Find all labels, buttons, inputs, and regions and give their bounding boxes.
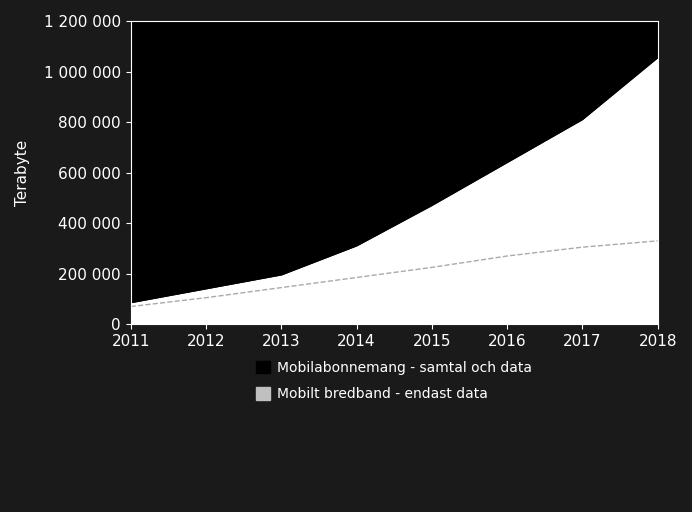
- Legend: Mobilabonnemang - samtal och data, Mobilt bredband - endast data: Mobilabonnemang - samtal och data, Mobil…: [249, 354, 539, 408]
- Y-axis label: Terabyte: Terabyte: [15, 139, 30, 206]
